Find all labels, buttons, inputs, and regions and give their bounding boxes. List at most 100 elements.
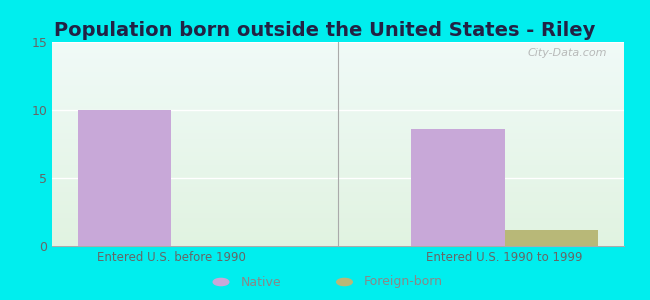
Bar (52, 169, 624, 170)
Bar (52, 195, 624, 196)
Bar (52, 230, 624, 231)
Bar (52, 162, 624, 164)
Bar (52, 83, 624, 84)
Bar (52, 155, 624, 156)
Bar (52, 167, 624, 169)
Bar (52, 86, 624, 87)
Bar (52, 44, 624, 45)
Bar (52, 190, 624, 191)
Bar (52, 55, 624, 56)
Bar (52, 144, 624, 145)
Bar (52, 148, 624, 149)
Bar (52, 139, 624, 140)
Bar (52, 114, 624, 116)
Bar (52, 132, 624, 133)
Bar (52, 159, 624, 160)
Bar (52, 133, 624, 134)
Bar (52, 147, 624, 148)
Bar (52, 129, 624, 130)
Bar (52, 170, 624, 172)
Bar (52, 131, 624, 132)
Bar (52, 99, 624, 100)
Bar (52, 233, 624, 234)
Bar (52, 119, 624, 121)
Bar (52, 94, 624, 95)
Bar (52, 174, 624, 175)
Bar (52, 127, 624, 128)
Bar (52, 176, 624, 177)
Text: Native: Native (240, 275, 281, 289)
Bar (52, 154, 624, 155)
Bar (52, 138, 624, 139)
Bar (52, 107, 624, 108)
Bar (52, 48, 624, 49)
Bar (52, 113, 624, 114)
Bar (52, 220, 624, 221)
Bar (52, 54, 624, 55)
Bar (52, 237, 624, 238)
Bar (52, 149, 624, 150)
Bar (52, 72, 624, 73)
Bar (52, 141, 624, 142)
Bar (52, 74, 624, 75)
Bar (52, 193, 624, 194)
Bar (52, 61, 624, 62)
Bar (52, 225, 624, 226)
Bar (52, 118, 624, 119)
Bar (52, 175, 624, 176)
Bar (52, 51, 624, 52)
Bar (52, 68, 624, 70)
Bar (52, 137, 624, 138)
Bar (52, 213, 624, 214)
Bar (52, 235, 624, 236)
Bar (52, 177, 624, 178)
Bar (52, 188, 624, 189)
Bar (52, 245, 624, 246)
Bar (52, 84, 624, 85)
Bar (52, 105, 624, 106)
Bar (52, 124, 624, 126)
Bar (52, 160, 624, 161)
Bar (52, 52, 624, 53)
Bar (52, 236, 624, 237)
Bar (52, 126, 624, 127)
Bar (52, 109, 624, 110)
Bar (52, 158, 624, 159)
Bar (52, 85, 624, 86)
Bar (52, 212, 624, 213)
Bar (52, 136, 624, 137)
Bar (52, 161, 624, 162)
Bar (52, 229, 624, 230)
Bar (52, 46, 624, 47)
Bar (52, 214, 624, 215)
Bar (52, 57, 624, 58)
Bar (52, 56, 624, 57)
Bar (52, 206, 624, 207)
Bar (52, 67, 624, 68)
Bar (52, 79, 624, 80)
Bar (52, 226, 624, 228)
Bar (52, 215, 624, 216)
Bar (52, 182, 624, 183)
Bar (52, 198, 624, 199)
Bar (52, 89, 624, 90)
Bar (52, 135, 624, 136)
Bar (52, 216, 624, 217)
Bar (52, 50, 624, 51)
Bar (52, 165, 624, 166)
Bar (52, 157, 624, 158)
Bar (52, 81, 624, 82)
Bar (52, 209, 624, 210)
Bar (52, 142, 624, 143)
Bar (52, 62, 624, 63)
Bar (52, 202, 624, 203)
Bar (52, 205, 624, 206)
Bar (52, 111, 624, 112)
Bar (504, 230, 598, 246)
Bar (52, 169, 624, 170)
Bar (52, 45, 624, 46)
Bar (52, 104, 624, 105)
Bar (52, 53, 624, 54)
Bar (52, 197, 624, 198)
Bar (52, 201, 624, 202)
